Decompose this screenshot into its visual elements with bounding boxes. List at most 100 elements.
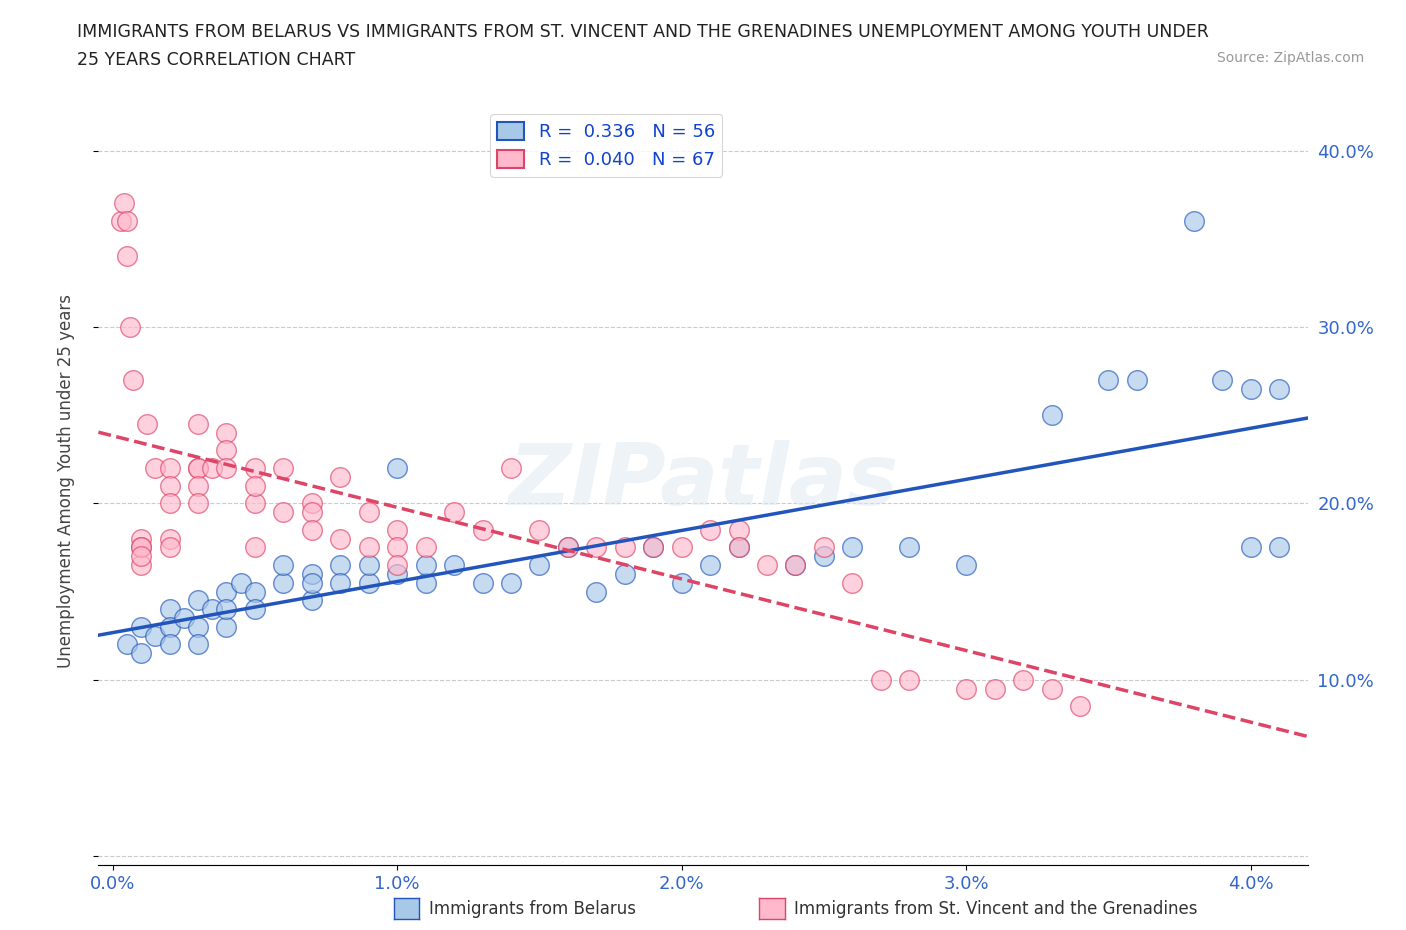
Point [727, 540, 749, 555]
Point [301, 496, 323, 511]
Point [159, 460, 181, 475]
Point [115, 249, 138, 264]
Point [243, 460, 266, 475]
Point [118, 320, 141, 335]
Point [129, 540, 152, 555]
Point [983, 681, 1005, 696]
Point [187, 417, 209, 432]
Point [201, 602, 224, 617]
Point [1069, 698, 1091, 713]
Point [841, 576, 863, 591]
Point [1211, 372, 1233, 387]
Point [1240, 540, 1263, 555]
Point [385, 540, 408, 555]
Point [143, 628, 166, 643]
Point [301, 593, 323, 608]
Point [301, 566, 323, 581]
Point [785, 558, 807, 573]
Point [273, 460, 295, 475]
Point [243, 602, 266, 617]
Point [159, 478, 181, 493]
Text: ZIPatlas: ZIPatlas [508, 440, 898, 523]
Point [215, 443, 238, 458]
Point [727, 523, 749, 538]
Point [1126, 372, 1149, 387]
Point [1040, 681, 1063, 696]
Point [159, 619, 181, 634]
Point [443, 505, 465, 520]
Point [699, 523, 721, 538]
Point [585, 540, 607, 555]
Point [229, 576, 252, 591]
Point [1268, 540, 1291, 555]
Point [357, 505, 380, 520]
Text: 25 YEARS CORRELATION CHART: 25 YEARS CORRELATION CHART [77, 51, 356, 69]
Point [898, 540, 921, 555]
Point [385, 523, 408, 538]
Point [121, 372, 143, 387]
Point [329, 558, 352, 573]
Point [135, 417, 157, 432]
Point [243, 584, 266, 599]
Point [643, 540, 665, 555]
Point [110, 214, 132, 229]
Text: Source: ZipAtlas.com: Source: ZipAtlas.com [1216, 51, 1364, 65]
Point [115, 214, 138, 229]
Point [529, 523, 551, 538]
Point [415, 540, 437, 555]
Point [187, 619, 209, 634]
Text: Immigrants from St. Vincent and the Grenadines: Immigrants from St. Vincent and the Gren… [794, 899, 1198, 918]
Point [129, 558, 152, 573]
Point [329, 470, 352, 485]
Point [955, 681, 977, 696]
Point [273, 558, 295, 573]
Point [187, 637, 209, 652]
Point [159, 637, 181, 652]
Point [159, 496, 181, 511]
Point [215, 460, 238, 475]
Point [471, 576, 494, 591]
Text: IMMIGRANTS FROM BELARUS VS IMMIGRANTS FROM ST. VINCENT AND THE GRENADINES UNEMPL: IMMIGRANTS FROM BELARUS VS IMMIGRANTS FR… [77, 23, 1209, 41]
Y-axis label: Unemployment Among Youth under 25 years: Unemployment Among Youth under 25 years [56, 294, 75, 669]
Point [143, 460, 166, 475]
Point [357, 576, 380, 591]
Point [129, 645, 152, 660]
Point [415, 558, 437, 573]
Legend: R =  0.336   N = 56, R =  0.040   N = 67: R = 0.336 N = 56, R = 0.040 N = 67 [491, 114, 723, 177]
Point [385, 566, 408, 581]
Point [557, 540, 579, 555]
Point [869, 672, 891, 687]
Point [187, 593, 209, 608]
Point [898, 672, 921, 687]
Point [415, 576, 437, 591]
Point [727, 540, 749, 555]
Point [1040, 407, 1063, 422]
Point [329, 531, 352, 546]
Point [159, 540, 181, 555]
Point [243, 540, 266, 555]
Point [159, 602, 181, 617]
Point [243, 496, 266, 511]
Point [357, 558, 380, 573]
Point [529, 558, 551, 573]
Point [613, 540, 636, 555]
Point [329, 576, 352, 591]
Point [499, 460, 522, 475]
Point [671, 576, 693, 591]
Point [1182, 214, 1205, 229]
Point [215, 425, 238, 440]
Point [557, 540, 579, 555]
Point [499, 576, 522, 591]
Point [813, 549, 835, 564]
Point [756, 558, 779, 573]
Text: Immigrants from Belarus: Immigrants from Belarus [429, 899, 636, 918]
Point [385, 460, 408, 475]
Point [699, 558, 721, 573]
Point [112, 196, 135, 211]
Point [471, 523, 494, 538]
Point [129, 531, 152, 546]
Point [671, 540, 693, 555]
Point [841, 540, 863, 555]
Point [173, 610, 195, 625]
Point [1012, 672, 1035, 687]
